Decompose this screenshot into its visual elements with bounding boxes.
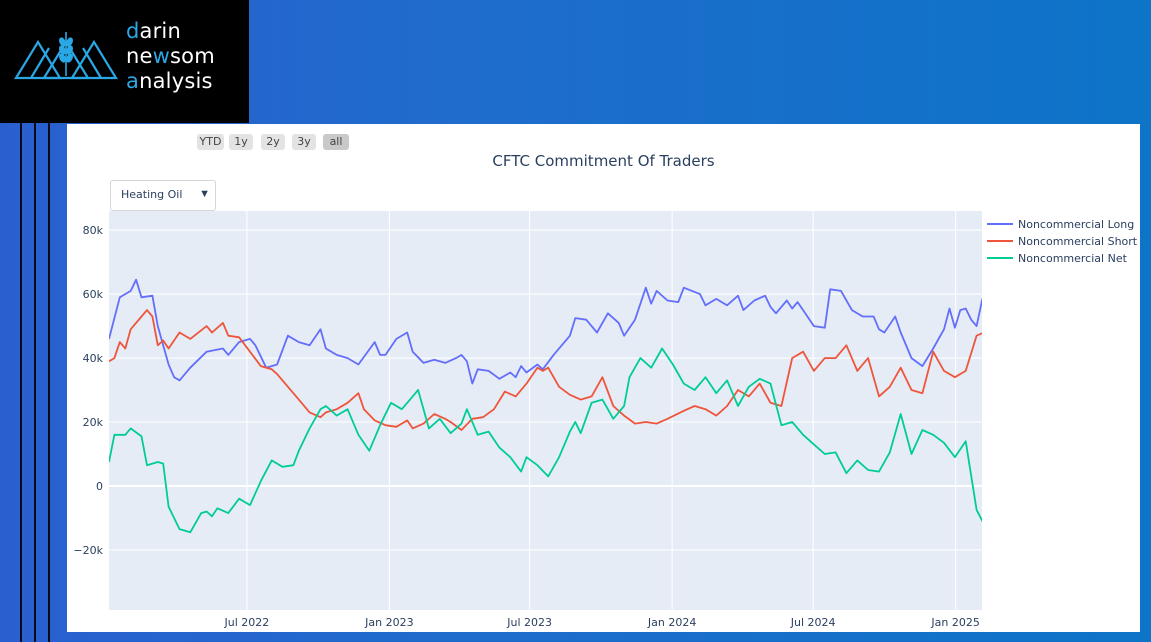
caret-down-icon: ▼: [199, 188, 210, 200]
brand-line-1: darin: [126, 19, 215, 44]
y-tick-label: 80k: [83, 224, 104, 237]
decorative-divider: [48, 123, 50, 642]
decorative-divider: [20, 123, 22, 642]
brand-accent-letter: a: [126, 69, 140, 93]
x-tick-label: Jan 2024: [647, 616, 696, 629]
y-tick-label: 40k: [83, 352, 104, 365]
series-line: [109, 278, 982, 385]
brand-line-2: newsom: [126, 44, 215, 69]
x-tick-label: Jul 2022: [224, 616, 270, 629]
brand-text: som: [170, 44, 215, 68]
y-tick-label: 60k: [83, 288, 104, 301]
brand-accent-letter: w: [152, 44, 171, 68]
plot-area: [109, 211, 982, 610]
range-button-2y[interactable]: 2y: [261, 134, 285, 150]
chart-panel: YTD 1y 2y 3y all CFTC Commitment Of Trad…: [67, 124, 1140, 632]
range-button-1y[interactable]: 1y: [229, 134, 253, 150]
brand-accent-letter: d: [126, 19, 140, 43]
brand-line-3: analysis: [126, 69, 215, 94]
x-tick-label: Jan 2023: [364, 616, 413, 629]
y-tick-label: 0: [96, 480, 103, 493]
brand-text: nalysis: [139, 69, 213, 93]
wheat-triangles-logo-icon: [14, 32, 118, 80]
brand-text: arin: [139, 19, 181, 43]
commodity-dropdown-value: Heating Oil: [121, 188, 183, 201]
brand-name: darin newsom analysis: [126, 19, 215, 94]
y-tick-label: −20k: [73, 544, 103, 557]
range-button-all[interactable]: all: [323, 134, 349, 150]
chart-title: CFTC Commitment Of Traders: [492, 152, 715, 170]
range-button-3y[interactable]: 3y: [292, 134, 316, 150]
x-tick-label: Jul 2024: [790, 616, 836, 629]
brand-logo: darin newsom analysis: [0, 0, 249, 123]
brand-text: ne: [126, 44, 153, 68]
y-tick-label: 20k: [83, 416, 104, 429]
legend-label: Noncommercial Long: [1018, 218, 1134, 231]
line-chart[interactable]: Jul 2022 Jan 2023 Jul 2023 Jan 2024 Jul 2024…: [67, 124, 1140, 632]
x-tick-label: Jan 2025: [930, 616, 979, 629]
legend-label: Noncommercial Short: [1018, 235, 1138, 248]
series-line: [109, 347, 982, 534]
decorative-divider: [34, 123, 36, 642]
x-tick-label: Jul 2023: [506, 616, 552, 629]
series-line: [109, 309, 982, 431]
legend-label: Noncommercial Net: [1018, 252, 1128, 265]
range-button-ytd[interactable]: YTD: [197, 134, 224, 150]
commodity-dropdown[interactable]: Heating Oil ▼: [110, 180, 216, 211]
